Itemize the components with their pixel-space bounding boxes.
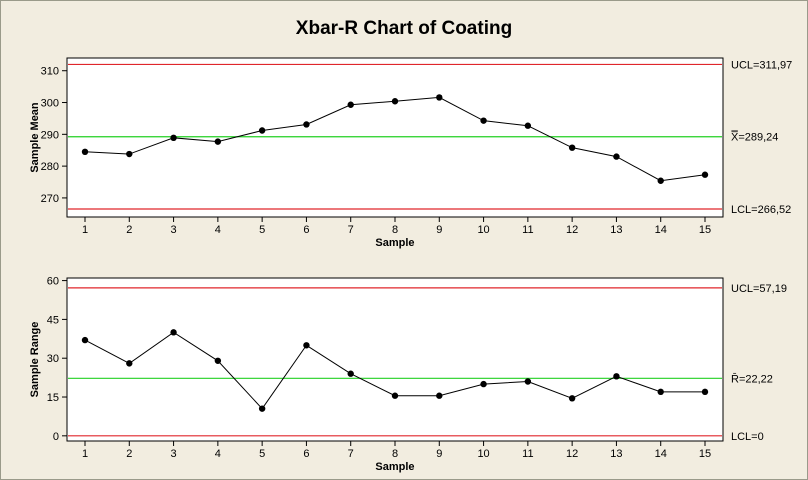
mean-data-point: [126, 150, 133, 158]
range-data-point: [480, 380, 487, 388]
mean-x-tick-label: 15: [699, 224, 711, 236]
range-data-point: [568, 395, 576, 402]
mean-x-tick-label: 14: [655, 224, 667, 236]
range-x-axis-label: Sample: [375, 461, 414, 473]
range-x-tick-label: 7: [348, 448, 354, 460]
mean-x-tick-label: 13: [610, 224, 622, 236]
range-y-tick-label: 30: [47, 353, 59, 365]
mean-center-symbol: X̿: [731, 131, 739, 144]
mean-x-tick-label: 10: [477, 224, 489, 236]
mean-data-point: [391, 98, 399, 105]
range-lcl-label: LCL=0: [731, 431, 764, 443]
mean-data-point: [81, 148, 89, 156]
mean-data-point: [480, 117, 487, 124]
range-x-tick-label: 6: [303, 448, 309, 460]
range-data-point: [126, 360, 133, 367]
range-x-tick-label: 11: [522, 448, 533, 460]
mean-x-tick-label: 12: [566, 224, 578, 236]
range-center-value: =22,22: [739, 373, 773, 385]
range-data-point: [347, 370, 354, 377]
mean-data-point: [436, 94, 443, 101]
mean-data-point: [701, 171, 709, 178]
range-data-point: [701, 388, 709, 396]
mean-x-tick-label: 3: [171, 224, 177, 236]
range-y-axis-label: Sample Range: [29, 322, 41, 398]
range-data-point: [170, 329, 177, 336]
mean-data-point: [568, 144, 576, 151]
mean-x-tick-label: 5: [259, 224, 265, 236]
range-y-tick-label: 60: [47, 276, 59, 288]
range-y-tick-label: 45: [47, 314, 59, 326]
mean-y-axis-label: Sample Mean: [29, 102, 41, 173]
mean-data-point: [170, 134, 177, 142]
range-x-tick-label: 5: [259, 448, 265, 460]
range-x-tick-label: 10: [477, 448, 489, 460]
range-x-tick-label: 4: [215, 448, 221, 460]
mean-x-axis-label: Sample: [375, 237, 414, 249]
mean-data-point: [214, 138, 222, 145]
range-data-point: [436, 392, 443, 399]
mean-x-tick-label: 9: [436, 224, 442, 236]
mean-x-tick-label: 7: [348, 224, 354, 236]
mean-data-point: [303, 121, 310, 128]
range-y-tick-label: 0: [53, 431, 59, 443]
mean-y-tick-label: 270: [41, 193, 59, 205]
mean-center-label: X̿=289,24: [731, 131, 779, 144]
range-center-symbol: R̄: [731, 373, 739, 386]
range-x-tick-label: 8: [392, 448, 398, 460]
range-x-tick-label: 13: [610, 448, 622, 460]
range-plot-area: [66, 277, 724, 442]
range-data-point: [524, 378, 532, 385]
range-center-label: R̄=22,22: [731, 373, 773, 386]
mean-x-tick-label: 1: [82, 224, 88, 236]
mean-y-tick-label: 300: [41, 98, 59, 110]
mean-y-tick-label: 310: [41, 66, 59, 78]
range-x-tick-label: 2: [126, 448, 132, 460]
range-x-tick-label: 12: [566, 448, 578, 460]
range-data-point: [303, 342, 310, 349]
mean-lcl-label: LCL=266,52: [731, 204, 791, 216]
mean-x-tick-label: 2: [126, 224, 132, 236]
range-data-point: [613, 373, 620, 380]
mean-x-tick-label: 8: [392, 224, 398, 236]
mean-x-tick-label: 4: [215, 224, 221, 236]
mean-y-tick-label: 290: [41, 129, 59, 141]
range-x-tick-label: 15: [699, 448, 711, 460]
mean-ucl-label: UCL=311,97: [731, 59, 792, 71]
mean-center-value: =289,24: [738, 132, 778, 144]
mean-data-point: [524, 122, 532, 129]
mean-plot-area: [66, 57, 724, 218]
range-data-point: [258, 405, 266, 412]
chart-title: Xbar-R Chart of Coating: [295, 18, 513, 39]
mean-y-tick-label: 280: [41, 161, 59, 173]
mean-data-point: [258, 127, 266, 134]
range-y-tick-label: 15: [47, 392, 59, 404]
range-x-tick-label: 14: [655, 448, 667, 460]
mean-x-tick-label: 11: [522, 224, 533, 236]
mean-data-point: [347, 101, 354, 108]
mean-data-point: [613, 153, 620, 160]
range-x-tick-label: 3: [171, 448, 177, 460]
range-x-tick-label: 1: [82, 448, 88, 460]
range-ucl-label: UCL=57,19: [731, 283, 787, 295]
mean-x-tick-label: 6: [303, 224, 309, 236]
range-data-point: [81, 336, 89, 344]
mean-data-point: [657, 177, 664, 184]
range-data-point: [391, 392, 399, 399]
range-x-tick-label: 9: [436, 448, 442, 460]
range-data-point: [657, 388, 664, 396]
range-data-point: [214, 357, 222, 364]
